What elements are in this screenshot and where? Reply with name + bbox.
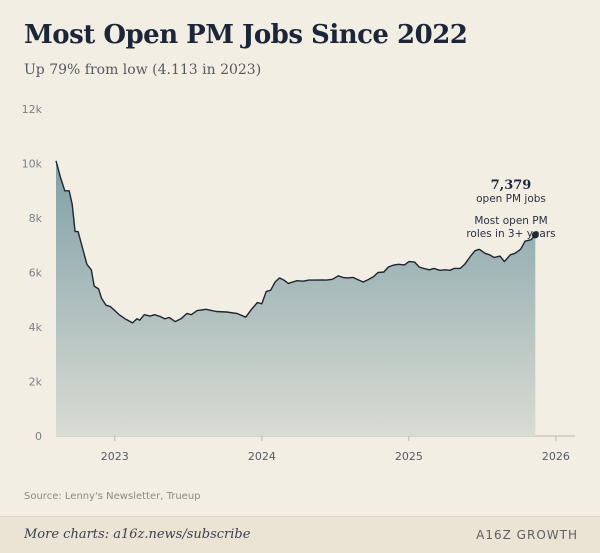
area-fill xyxy=(56,160,536,437)
y-tick-label: 10k xyxy=(22,158,43,171)
y-tick-label: 4k xyxy=(29,321,43,334)
subscribe-link[interactable]: More charts: a16z.news/subscribe xyxy=(24,527,251,542)
source-note: Source: Lenny's Newsletter, Trueup xyxy=(24,491,201,502)
x-axis: 2023 2024 2025 2026 xyxy=(56,435,575,463)
y-tick-label: 2k xyxy=(29,376,43,389)
x-tick-label: 2024 xyxy=(248,450,276,463)
annotation-note-line2: roles in 3+ years xyxy=(466,228,555,240)
latest-data-point xyxy=(531,231,539,239)
y-tick-label: 8k xyxy=(29,212,43,225)
brand-logo: A16Z GROWTH xyxy=(476,528,578,542)
annotation-note-line1: Most open PM xyxy=(474,215,547,227)
x-tick-label: 2026 xyxy=(542,450,570,463)
y-tick-label: 0 xyxy=(35,430,42,443)
chart-subtitle: Up 79% from low (4.113 in 2023) xyxy=(24,62,262,78)
annotation-value: 7,379 xyxy=(491,178,532,193)
series-line xyxy=(55,160,536,324)
x-tick-label: 2025 xyxy=(395,450,423,463)
footer-bar: More charts: a16z.news/subscribe A16Z GR… xyxy=(0,516,600,553)
y-tick-label: 6k xyxy=(29,267,43,280)
y-tick-label: 12k xyxy=(22,103,43,116)
annotation-unit: open PM jobs xyxy=(476,193,546,205)
y-axis: 0 2k 4k 6k 8k 10k 12k xyxy=(22,103,43,443)
chart-title: Most Open PM Jobs Since 2022 xyxy=(24,20,468,50)
chart: 0 2k 4k 6k 8k 10k 12k 2023 2024 2025 2026 7,379 o… xyxy=(22,103,575,463)
x-tick-label: 2023 xyxy=(101,450,129,463)
